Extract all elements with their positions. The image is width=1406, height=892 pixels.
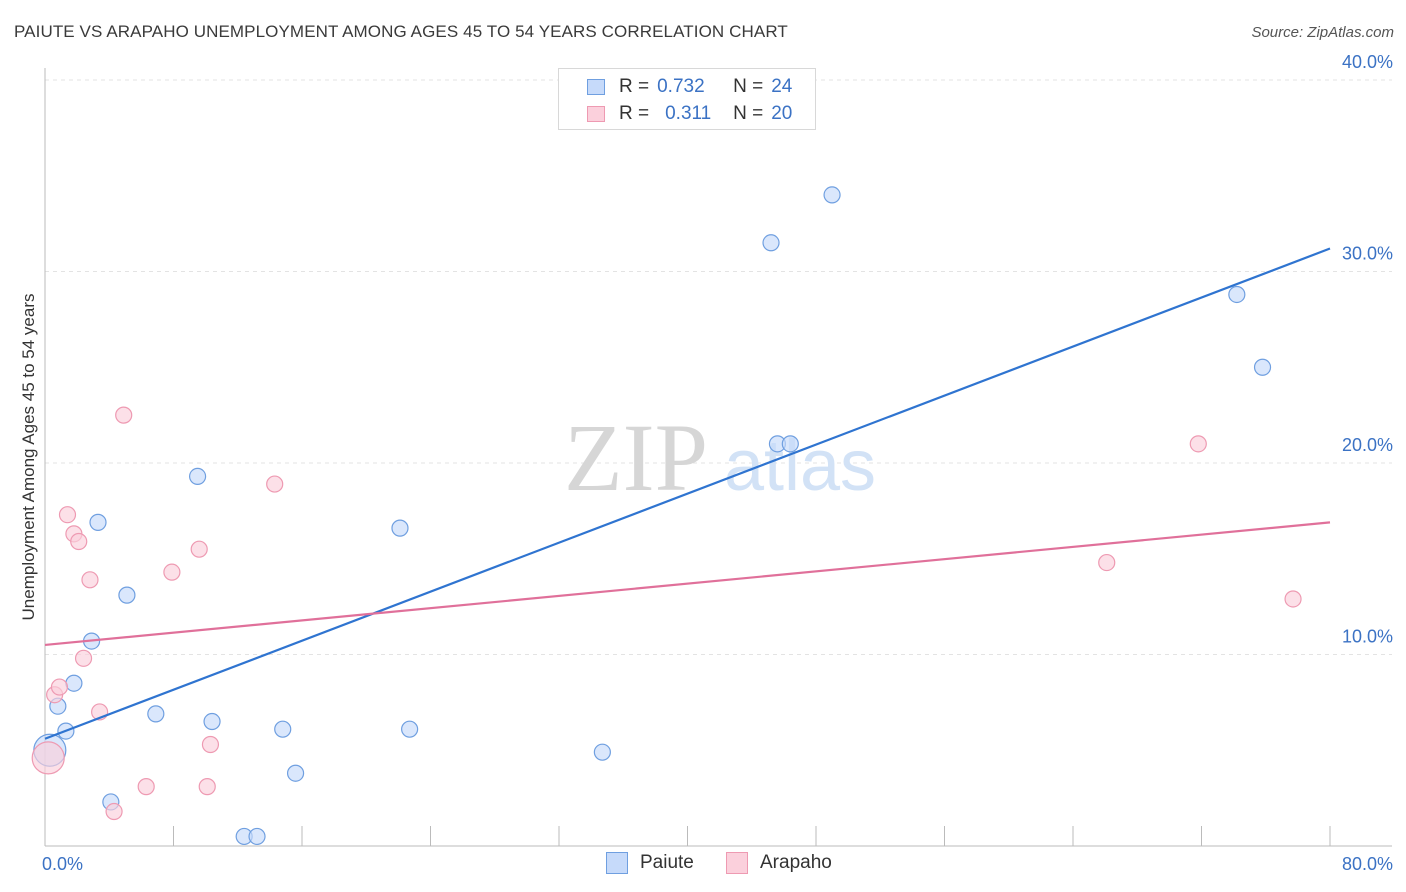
paiute-point <box>274 720 292 738</box>
arapaho-legend-swatch <box>726 852 748 874</box>
paiute-point <box>188 467 207 486</box>
series-legend: Paiute Arapaho <box>0 852 1406 876</box>
paiute-point <box>203 712 221 731</box>
paiute-swatch <box>587 79 605 95</box>
paiute-point <box>286 764 305 782</box>
paiute-legend-label: Paiute <box>640 852 694 873</box>
n-value: 24 <box>771 76 793 97</box>
legend-item-paiute[interactable]: Paiute <box>606 852 694 874</box>
paiute-point <box>781 435 799 453</box>
arapaho-point <box>1189 435 1207 453</box>
watermark-zip: ZIP <box>564 404 708 511</box>
axes-layer: 10.0% 20.0% 30.0% 40.0% 0.0% 80.0% <box>42 52 1393 874</box>
paiute-point <box>593 743 611 761</box>
arapaho-point <box>201 735 220 754</box>
n-value: 20 <box>771 103 793 124</box>
chart-title: PAIUTE VS ARAPAHO UNEMPLOYMENT AMONG AGE… <box>14 22 788 41</box>
arapaho-point <box>105 802 123 821</box>
paiute-point <box>147 705 165 723</box>
paiute-legend-swatch <box>606 852 628 874</box>
n-label: N = <box>733 103 764 124</box>
r-label: R = <box>619 103 650 124</box>
legend-row-paiute: R = 0.732 N = 24 <box>587 75 792 99</box>
paiute-point <box>248 827 266 846</box>
y-tick-label: 10.0% <box>1342 627 1393 647</box>
y-tick-label: 30.0% <box>1342 244 1393 264</box>
arapaho-point <box>190 540 208 558</box>
paiute-point <box>1253 358 1272 376</box>
arapaho-trend-line <box>44 521 1331 647</box>
x-tick-label-max: 80.0% <box>1342 854 1393 874</box>
arapaho-point <box>31 741 65 775</box>
arapaho-point <box>115 406 133 424</box>
paiute-point <box>762 234 780 252</box>
arapaho-point <box>1284 590 1302 608</box>
arapaho-point <box>74 649 93 667</box>
paiute-point <box>401 720 419 738</box>
y-axis-label: Unemployment Among Ages 45 to 54 years <box>19 294 38 621</box>
r-value: 0.311 <box>665 103 712 124</box>
source-label: Source: ZipAtlas.com <box>1251 24 1394 41</box>
n-label: N = <box>733 76 764 97</box>
arapaho-point <box>81 571 99 589</box>
r-value: 0.732 <box>657 76 705 97</box>
arapaho-point <box>163 563 181 581</box>
paiute-point <box>823 186 841 204</box>
x-tick-label-min: 0.0% <box>42 854 83 874</box>
r-label: R = <box>619 76 650 97</box>
grid-layer <box>45 79 1392 655</box>
arapaho-point <box>1098 553 1116 572</box>
correlation-legend: R = 0.732 N = 24 R = 0.311 N = 20 <box>558 68 816 130</box>
legend-item-arapaho[interactable]: Arapaho <box>726 852 832 874</box>
paiute-point <box>391 519 409 537</box>
paiute-point <box>65 674 83 692</box>
arapaho-point <box>266 475 284 493</box>
arapaho-point <box>198 778 216 796</box>
arapaho-legend-label: Arapaho <box>760 852 832 873</box>
arapaho-point <box>58 506 77 524</box>
arapaho-point <box>50 678 69 696</box>
arapaho-point <box>70 532 88 551</box>
paiute-point <box>118 586 136 604</box>
paiute-point <box>89 513 107 531</box>
watermark-atlas: atlas <box>724 426 876 506</box>
y-tick-label: 40.0% <box>1342 52 1393 72</box>
paiute-trend-line <box>44 247 1331 740</box>
arapaho-swatch <box>587 106 605 122</box>
watermark: ZIP atlas <box>564 404 876 511</box>
y-tick-label: 20.0% <box>1342 435 1393 455</box>
paiute-point <box>1228 285 1246 304</box>
trend-layer <box>44 247 1331 740</box>
arapaho-point <box>137 778 155 796</box>
legend-row-arapaho: R = 0.311 N = 20 <box>587 102 792 126</box>
points-layer <box>31 186 1302 846</box>
